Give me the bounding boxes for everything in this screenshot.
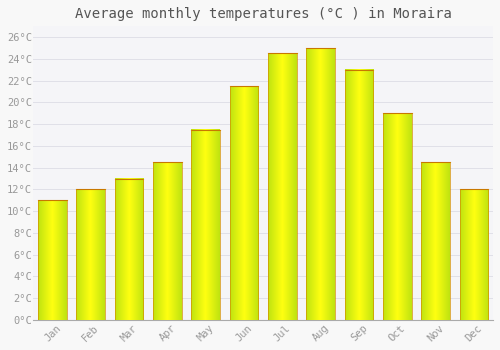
Title: Average monthly temperatures (°C ) in Moraira: Average monthly temperatures (°C ) in Mo… (75, 7, 452, 21)
